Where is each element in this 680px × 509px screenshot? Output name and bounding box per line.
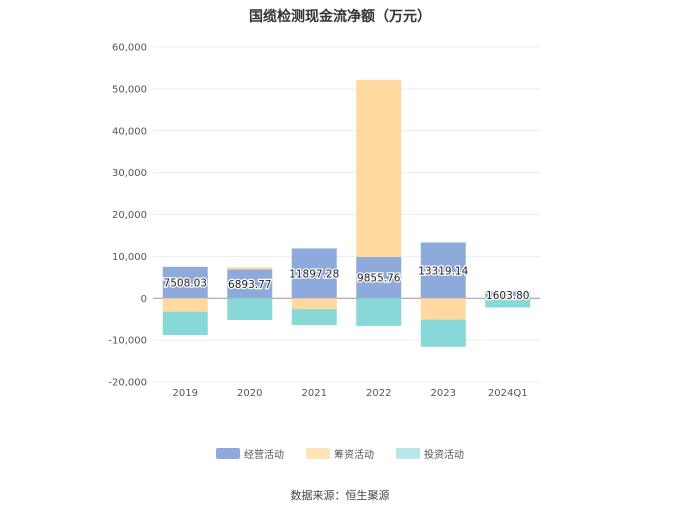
y-tick-label: 10,000 — [112, 252, 147, 263]
data-label: 1603.80 — [486, 290, 529, 302]
legend-label-financing: 筹资活动 — [334, 450, 374, 461]
chart-title: 国缆检测现金流净额（万元） — [249, 9, 431, 25]
bar-financing — [291, 298, 337, 310]
x-tick-label: 2023 — [431, 388, 456, 399]
legend-label-investing: 投资活动 — [424, 450, 464, 461]
bar-financing — [227, 267, 273, 270]
bar-operating — [227, 269, 273, 299]
data-label: 6893.77 — [228, 279, 271, 291]
bar-operating — [291, 248, 337, 299]
bar-operating — [162, 266, 208, 299]
x-tick-label: 2024Q1 — [488, 388, 528, 399]
data-label: 11897.28 — [289, 268, 339, 280]
y-tick-label: 50,000 — [112, 84, 147, 95]
bar-investing — [291, 309, 337, 326]
legend-item-investing[interactable]: 投资活动 — [396, 446, 464, 461]
y-tick-label: 60,000 — [112, 43, 147, 54]
y-tick-label: 0 — [141, 294, 147, 305]
chart-legend: 经营活动 筹资活动 投资活动 — [0, 446, 680, 461]
bar-financing — [420, 298, 466, 320]
y-tick-label: 20,000 — [112, 210, 147, 221]
bar-financing — [485, 298, 531, 300]
legend-swatch-investing — [396, 448, 420, 459]
data-label: 7508.03 — [164, 278, 207, 290]
y-tick-label: 30,000 — [112, 168, 147, 179]
data-label: 9855.76 — [357, 273, 401, 285]
bar-investing — [227, 298, 273, 321]
legend-swatch-operating — [216, 448, 240, 459]
bar-investing — [162, 311, 208, 336]
x-tick-label: 2020 — [237, 388, 262, 399]
bar-financing — [356, 79, 402, 257]
y-tick-label: 40,000 — [112, 126, 147, 137]
bar-operating — [485, 291, 531, 299]
x-tick-label: 2022 — [366, 388, 391, 399]
legend-item-operating[interactable]: 经营活动 — [216, 446, 284, 461]
cash-flow-chart: -20,000 -10,000 0 10,000 20,000 30,000 40,000 5… — [108, 43, 540, 399]
source-note: 数据来源：恒生聚源 — [290, 489, 390, 502]
x-tick-label: 2019 — [173, 388, 198, 399]
x-tick-label: 2021 — [302, 388, 327, 399]
bar-investing — [420, 319, 466, 347]
bar-investing — [356, 298, 402, 326]
y-tick-label: -20,000 — [108, 378, 147, 389]
legend-item-financing[interactable]: 筹资活动 — [306, 446, 374, 461]
bar-financing — [162, 298, 208, 312]
bar-operating — [420, 242, 466, 299]
y-tick-label: -10,000 — [108, 336, 147, 347]
bar-operating — [356, 256, 402, 299]
legend-label-operating: 经营活动 — [244, 450, 284, 461]
legend-swatch-financing — [306, 448, 330, 459]
bar-investing — [485, 299, 531, 308]
data-label: 13319.14 — [418, 265, 468, 277]
